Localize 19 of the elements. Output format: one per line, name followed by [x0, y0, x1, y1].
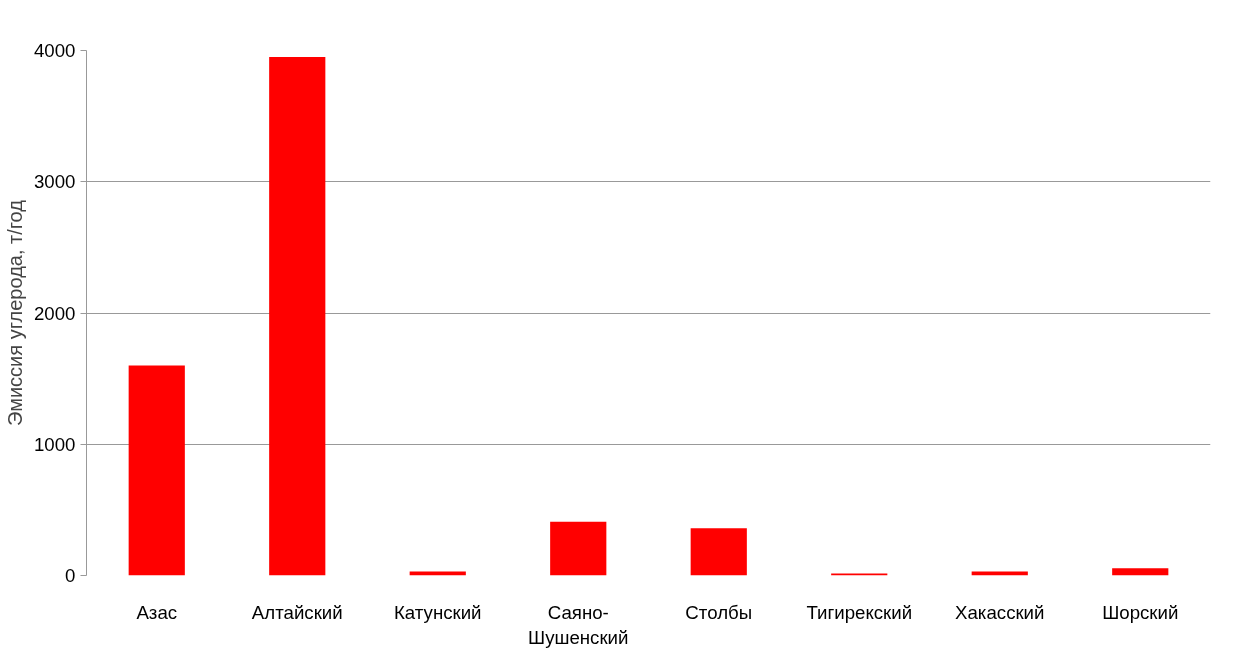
y-tick-label: 3000	[34, 171, 76, 193]
bar	[1112, 568, 1169, 576]
y-tick-label: 4000	[34, 40, 76, 61]
bar	[128, 365, 185, 576]
bar	[550, 521, 607, 576]
x-tick-label: Саяно-Шушенский	[528, 601, 629, 648]
x-tick-label: Катунский	[393, 601, 482, 623]
y-axis-title: Эмиссия углерода, т/год	[4, 199, 26, 426]
x-tick-label: Столбы	[685, 601, 753, 623]
y-tick-label: 1000	[34, 433, 76, 455]
x-tick-label: Хакасский	[955, 601, 1045, 623]
y-tick-label: 2000	[34, 302, 76, 324]
x-tick-label: Тигирекский	[806, 601, 913, 623]
bar	[269, 57, 326, 576]
y-tick-label: 0	[65, 565, 76, 586]
x-tick-label: Алтайский	[251, 601, 343, 623]
x-tick-label: Азас	[136, 601, 178, 623]
bar	[690, 528, 747, 576]
x-tick-label: Шорский	[1102, 601, 1179, 623]
